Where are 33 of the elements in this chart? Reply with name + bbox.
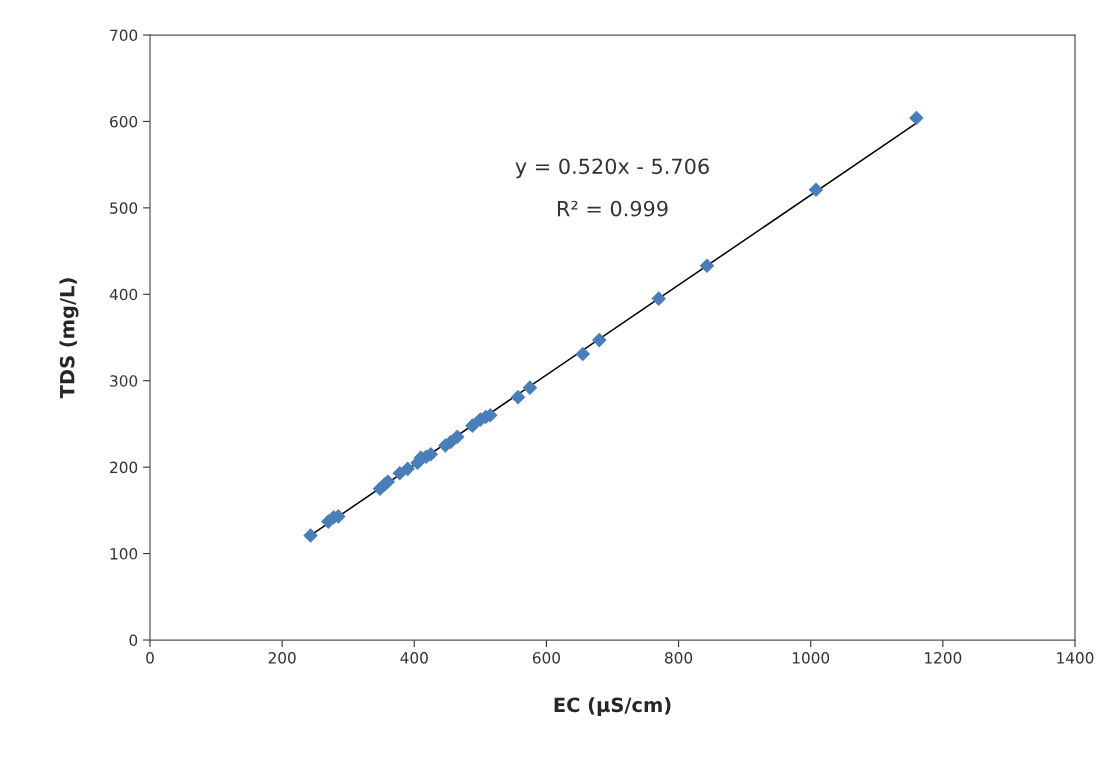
x-tick-label: 400 [400, 652, 428, 664]
point [651, 291, 667, 306]
y-tick-label: 100 [110, 548, 138, 560]
y-tick-label: 0 [129, 634, 138, 647]
annotation: R² = 0.999 [557, 200, 668, 217]
point [575, 346, 591, 362]
point [303, 528, 318, 543]
x-tick-label: 0 [146, 652, 154, 664]
y-tick-label: 500 [110, 202, 138, 214]
point [909, 110, 924, 126]
x-tick-label: 1200 [925, 652, 962, 664]
point [400, 461, 415, 477]
point [592, 332, 607, 348]
y-tick-label: 300 [110, 375, 138, 387]
point [510, 389, 526, 405]
y-tick-label: 400 [109, 288, 138, 301]
y-axis-title: TDS (mg/L) [59, 278, 79, 399]
x-axis-title: EC (µS/cm) [554, 697, 671, 716]
annotation: y = 0.520x - 5.706 [515, 158, 709, 179]
y-tick-label: 200 [110, 461, 138, 474]
point [465, 418, 480, 433]
point [699, 258, 715, 274]
x-tick-label: 1000 [792, 652, 830, 664]
x-tick-label: 1400 [1057, 652, 1094, 664]
y-tick-label: 700 [110, 29, 138, 42]
x-tick-label: 200 [268, 652, 296, 664]
point [449, 429, 465, 445]
point [808, 182, 824, 197]
point [522, 380, 538, 395]
x-tick-label: 600 [532, 652, 560, 664]
x-tick-label: 800 [665, 652, 693, 664]
point [380, 474, 396, 490]
y-tick-label: 600 [110, 115, 138, 128]
